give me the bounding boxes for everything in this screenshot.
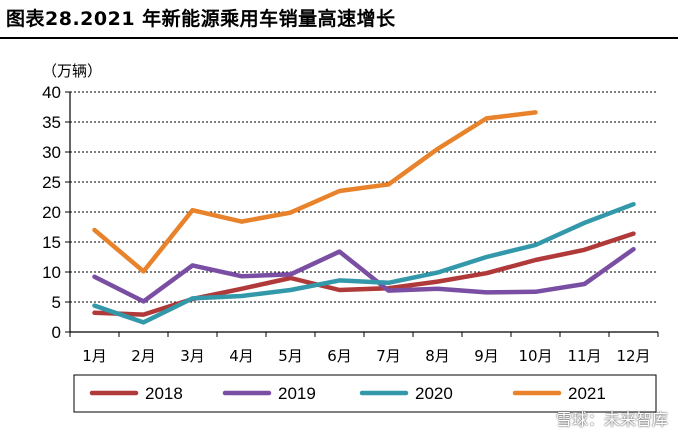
y-tick-label: 0: [52, 323, 61, 342]
figure-title: 图表28.2021 年新能源乘用车销量高速增长: [6, 8, 396, 30]
x-tick-label: 9月: [474, 347, 499, 365]
y-tick-label: 30: [42, 143, 61, 162]
series-line-2019: [92, 246, 636, 304]
y-unit-label: （万辆）: [42, 62, 102, 80]
x-tick-label: 1月: [82, 347, 107, 365]
x-tick-label: 2月: [131, 347, 156, 365]
x-tick-label: 12月: [616, 347, 650, 365]
watermark: 雪球：未来智库: [555, 410, 668, 429]
x-tick-label: 7月: [376, 347, 401, 365]
x-tick-label: 4月: [229, 347, 254, 365]
legend-label-2018: 2018: [145, 384, 183, 403]
x-tick-label: 8月: [425, 347, 450, 365]
legend-label-2020: 2020: [415, 384, 453, 403]
y-tick-label: 35: [42, 113, 61, 132]
axis-layer: （万辆） 0 5 10 15 20 25 30 35 40 1月 2月 3月 4月 5月 6月 7月 8月 9月 10…: [42, 62, 659, 365]
series-line-2021: [92, 110, 538, 274]
x-tick-label: 5月: [278, 347, 303, 365]
y-tick-label: 20: [42, 203, 61, 222]
legend-label-2019: 2019: [278, 384, 316, 403]
x-tick-label: 11月: [567, 347, 601, 365]
legend: 2018 2019 2020 2021: [73, 374, 657, 413]
x-tick-label: 10月: [518, 347, 552, 365]
y-tick-label: 5: [52, 293, 61, 312]
legend-label-2021: 2021: [568, 384, 606, 403]
title-rule: [0, 37, 678, 39]
y-tick-label: 10: [42, 263, 61, 282]
series-layer: [92, 110, 636, 325]
legend-box: [73, 374, 657, 413]
y-tick-label: 40: [42, 83, 61, 102]
y-tick-label: 15: [42, 233, 61, 252]
y-tick-label: 25: [42, 173, 61, 192]
x-tick-label: 3月: [180, 347, 205, 365]
series-line-2020: [92, 201, 636, 325]
x-tick-label: 6月: [327, 347, 352, 365]
